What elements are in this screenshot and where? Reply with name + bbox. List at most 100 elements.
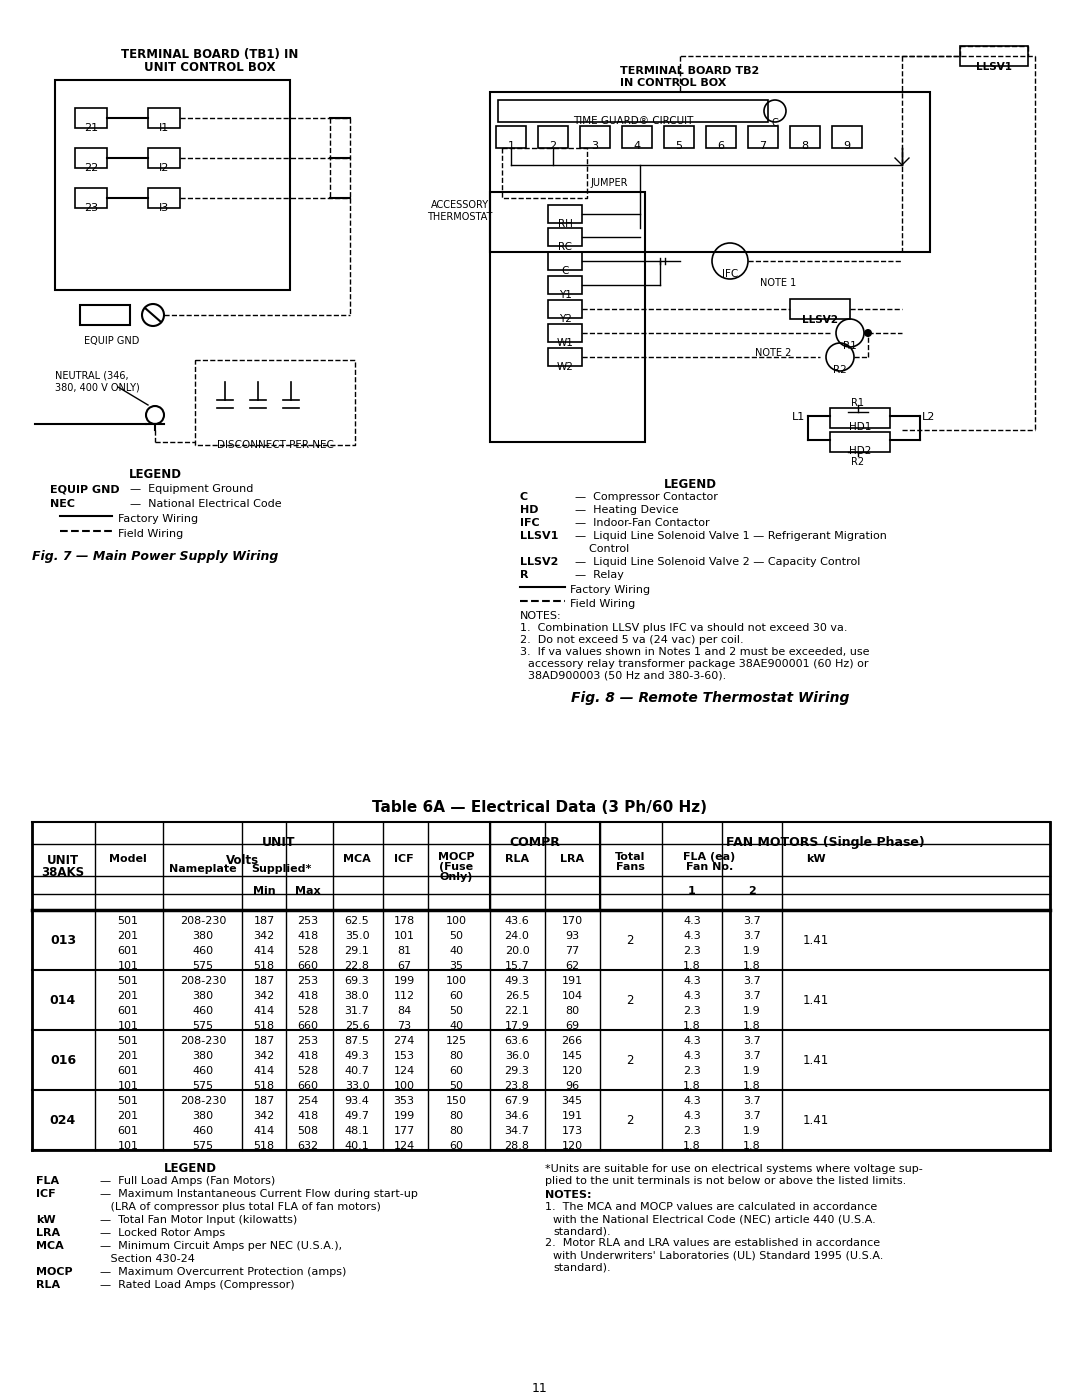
Text: TERMINAL BOARD (TB1) IN: TERMINAL BOARD (TB1) IN [121, 47, 299, 61]
Text: ACCESSORY: ACCESSORY [431, 200, 489, 210]
Text: 2: 2 [626, 1113, 634, 1126]
Text: C: C [519, 492, 528, 502]
Text: 528: 528 [297, 1066, 319, 1076]
Text: R2: R2 [833, 365, 847, 374]
Text: 024: 024 [50, 1113, 76, 1126]
Text: 342: 342 [254, 992, 274, 1002]
Text: 187: 187 [254, 1097, 274, 1106]
Text: 508: 508 [297, 1126, 319, 1136]
Text: 125: 125 [445, 1037, 467, 1046]
Text: 4.3: 4.3 [684, 1052, 701, 1062]
Text: IFC: IFC [721, 270, 738, 279]
Bar [789, 299, 850, 319]
Text: 380, 400 V ONLY): 380, 400 V ONLY) [55, 381, 139, 393]
Bar [748, 126, 778, 148]
Bar [498, 101, 768, 122]
Text: 501: 501 [118, 916, 138, 926]
Text: 48.1: 48.1 [345, 1126, 369, 1136]
Text: 153: 153 [393, 1052, 415, 1062]
Text: DISCONNECT PER NEC: DISCONNECT PER NEC [217, 440, 334, 450]
Text: 81: 81 [397, 946, 411, 957]
Text: 1.  The MCA and MOCP values are calculated in accordance: 1. The MCA and MOCP values are calculate… [545, 1201, 877, 1213]
Text: —  Compressor Contactor: — Compressor Contactor [575, 492, 718, 502]
Text: —  Indoor-Fan Contactor: — Indoor-Fan Contactor [575, 518, 710, 528]
Text: 100: 100 [446, 916, 467, 926]
Text: 178: 178 [393, 916, 415, 926]
Bar [490, 92, 930, 251]
Text: 60: 60 [449, 1141, 463, 1151]
Text: 208-230: 208-230 [179, 1037, 226, 1046]
Text: 31.7: 31.7 [345, 1006, 369, 1016]
Text: standard).: standard). [553, 1261, 610, 1273]
Text: 528: 528 [297, 1006, 319, 1016]
Text: 1.9: 1.9 [743, 1126, 761, 1136]
Text: with Underwriters' Laboratories (UL) Standard 1995 (U.S.A.: with Underwriters' Laboratories (UL) Sta… [553, 1250, 883, 1260]
Text: 62.5: 62.5 [345, 916, 369, 926]
Text: 4.3: 4.3 [684, 992, 701, 1002]
Text: Model: Model [109, 854, 147, 863]
Text: 4.3: 4.3 [684, 932, 701, 942]
Text: 1.8: 1.8 [743, 1141, 761, 1151]
Text: RLA: RLA [36, 1280, 60, 1289]
Text: 22.8: 22.8 [345, 961, 369, 971]
Text: 660: 660 [297, 1021, 319, 1031]
Text: —  Relay: — Relay [575, 570, 624, 580]
Text: FLA (ea): FLA (ea) [684, 852, 735, 862]
Text: IFC: IFC [519, 518, 540, 528]
Text: TERMINAL BOARD TB2: TERMINAL BOARD TB2 [620, 66, 759, 75]
Text: 208-230: 208-230 [179, 977, 226, 986]
Bar [75, 189, 107, 208]
Text: LRA: LRA [559, 854, 584, 863]
Text: 345: 345 [562, 1097, 582, 1106]
Bar [706, 126, 735, 148]
Text: with the National Electrical Code (NEC) article 440 (U.S.A.: with the National Electrical Code (NEC) … [553, 1214, 876, 1224]
Text: 2: 2 [748, 886, 756, 895]
Text: THERMOSTAT: THERMOSTAT [428, 212, 492, 222]
Text: Field Wiring: Field Wiring [118, 529, 184, 539]
Text: 36.0: 36.0 [504, 1052, 529, 1062]
Bar [490, 191, 645, 441]
Text: 460: 460 [192, 1126, 214, 1136]
Text: 173: 173 [562, 1126, 582, 1136]
Bar [831, 432, 890, 453]
Text: Y2: Y2 [558, 314, 571, 324]
Text: NEC: NEC [50, 499, 75, 509]
Text: 518: 518 [254, 1021, 274, 1031]
Text: —  Liquid Line Solenoid Valve 1 — Refrigerant Migration: — Liquid Line Solenoid Valve 1 — Refrige… [575, 531, 887, 541]
Text: Max: Max [295, 886, 321, 895]
Text: 35: 35 [449, 961, 463, 971]
Text: 8: 8 [801, 141, 809, 151]
Text: 21: 21 [84, 123, 98, 133]
Text: 29.3: 29.3 [504, 1066, 529, 1076]
Bar [538, 126, 568, 148]
Text: 80: 80 [449, 1111, 463, 1122]
Text: 501: 501 [118, 1097, 138, 1106]
Text: 20.0: 20.0 [504, 946, 529, 957]
Text: 2.  Motor RLA and LRA values are established in accordance: 2. Motor RLA and LRA values are establis… [545, 1238, 880, 1248]
Text: 101: 101 [118, 1081, 138, 1091]
Text: —  Maximum Instantaneous Current Flow during start-up: — Maximum Instantaneous Current Flow dur… [100, 1189, 418, 1199]
Bar [548, 324, 582, 342]
Text: 501: 501 [118, 977, 138, 986]
Text: 013: 013 [50, 933, 76, 947]
Text: R1: R1 [843, 341, 856, 351]
Text: 17.9: 17.9 [504, 1021, 529, 1031]
Text: —  Liquid Line Solenoid Valve 2 — Capacity Control: — Liquid Line Solenoid Valve 2 — Capacit… [575, 557, 861, 567]
Text: 601: 601 [118, 1126, 138, 1136]
Text: 3.7: 3.7 [743, 1097, 761, 1106]
Text: Field Wiring: Field Wiring [570, 599, 635, 609]
Text: 6: 6 [717, 141, 725, 151]
Bar [831, 408, 890, 427]
Text: 4.3: 4.3 [684, 916, 701, 926]
Text: 60: 60 [449, 992, 463, 1002]
Text: 2.3: 2.3 [684, 1126, 701, 1136]
Text: 199: 199 [393, 977, 415, 986]
Bar [55, 80, 291, 291]
Text: 380: 380 [192, 1052, 214, 1062]
Text: 274: 274 [393, 1037, 415, 1046]
Text: 84: 84 [396, 1006, 411, 1016]
Text: LEGEND: LEGEND [663, 478, 716, 490]
Text: NOTE 1: NOTE 1 [760, 278, 796, 288]
Bar [548, 228, 582, 246]
Text: 101: 101 [118, 961, 138, 971]
